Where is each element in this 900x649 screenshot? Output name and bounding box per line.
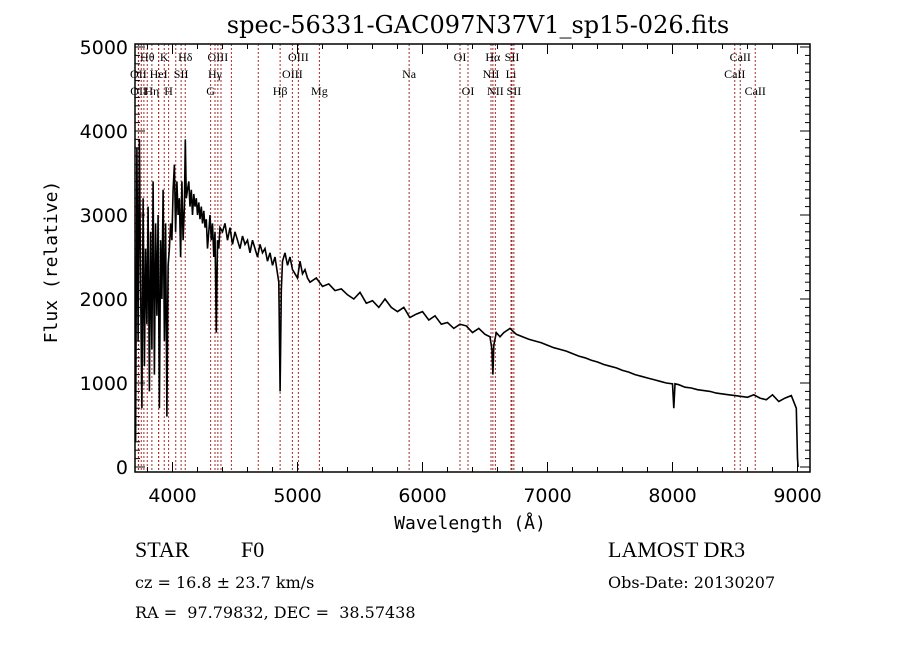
spectrum-line [134, 139, 799, 468]
line-marker-label: CaII [730, 50, 751, 64]
x-tick-label: 9000 [773, 485, 821, 507]
chart-title: spec-56331-GAC097N37V1_sp15-026.fits [227, 11, 729, 39]
y-axis-label: Flux (relative) [41, 181, 62, 344]
line-marker-label: OIII [282, 67, 303, 81]
line-marker-label: Mg [311, 84, 328, 98]
spectral-subclass: F0 [241, 537, 265, 562]
line-marker-label: Na [402, 67, 417, 81]
line-marker-label: CaII [745, 84, 766, 98]
survey-name: LAMOST DR3 [608, 537, 746, 562]
line-marker-label: Hα [485, 50, 501, 64]
y-tick-label: 1000 [80, 373, 128, 395]
spectral-line-markers [137, 44, 756, 472]
y-tick-label: 4000 [80, 121, 128, 143]
line-marker-label: OI [462, 84, 475, 98]
line-marker-label: Li [506, 67, 517, 81]
y-tick-label: 5000 [80, 37, 128, 59]
line-marker-label: HeI [150, 67, 168, 81]
x-tick-label: 8000 [648, 485, 696, 507]
observation-date: Obs-Date: 20130207 [608, 573, 776, 592]
line-marker-label: H [164, 84, 173, 98]
plot-frame [134, 43, 811, 473]
line-marker-label: Hδ [178, 50, 193, 64]
spectral-line-labels: Hθ K Hδ OIII OIII OI Hα SII CaII OII HeI SII Hγ OIII N… [130, 50, 766, 98]
line-marker-label: K [160, 50, 169, 64]
x-axis: 4000 5000 6000 7000 8000 9000 [147, 44, 822, 507]
x-tick-label: 5000 [273, 485, 321, 507]
y-tick-label: 2000 [80, 289, 128, 311]
line-marker-label: NII [483, 67, 500, 81]
coordinates-readout: RA = 97.79832, DEC = 38.57438 [135, 603, 416, 622]
x-tick-label: 4000 [148, 485, 196, 507]
line-marker-label: NII [487, 84, 504, 98]
line-marker-label: OIII [208, 50, 229, 64]
line-marker-label: Hβ [273, 84, 288, 98]
y-tick-label: 0 [116, 457, 128, 479]
redshift-readout: cz = 16.8 ± 23.7 km/s [135, 573, 315, 592]
line-marker-label: SII [174, 67, 189, 81]
line-marker-label: Hη [144, 84, 159, 98]
x-tick-label: 6000 [398, 485, 446, 507]
line-marker-label: CaII [724, 67, 745, 81]
line-marker-label: G [206, 84, 215, 98]
line-marker-label: SII [507, 84, 522, 98]
line-marker-label: SII [505, 50, 520, 64]
line-marker-label: Hγ [208, 67, 223, 81]
line-marker-label: Hθ [140, 50, 155, 64]
x-axis-label: Wavelength (Å) [394, 512, 546, 534]
line-marker-label: OIII [288, 50, 309, 64]
line-marker-label: OI [454, 50, 467, 64]
y-axis: 0 1000 2000 3000 4000 5000 [80, 37, 810, 479]
line-marker-label: OII [130, 67, 147, 81]
y-tick-label: 3000 [80, 205, 128, 227]
x-tick-label: 7000 [523, 485, 571, 507]
object-class: STAR [135, 537, 190, 562]
